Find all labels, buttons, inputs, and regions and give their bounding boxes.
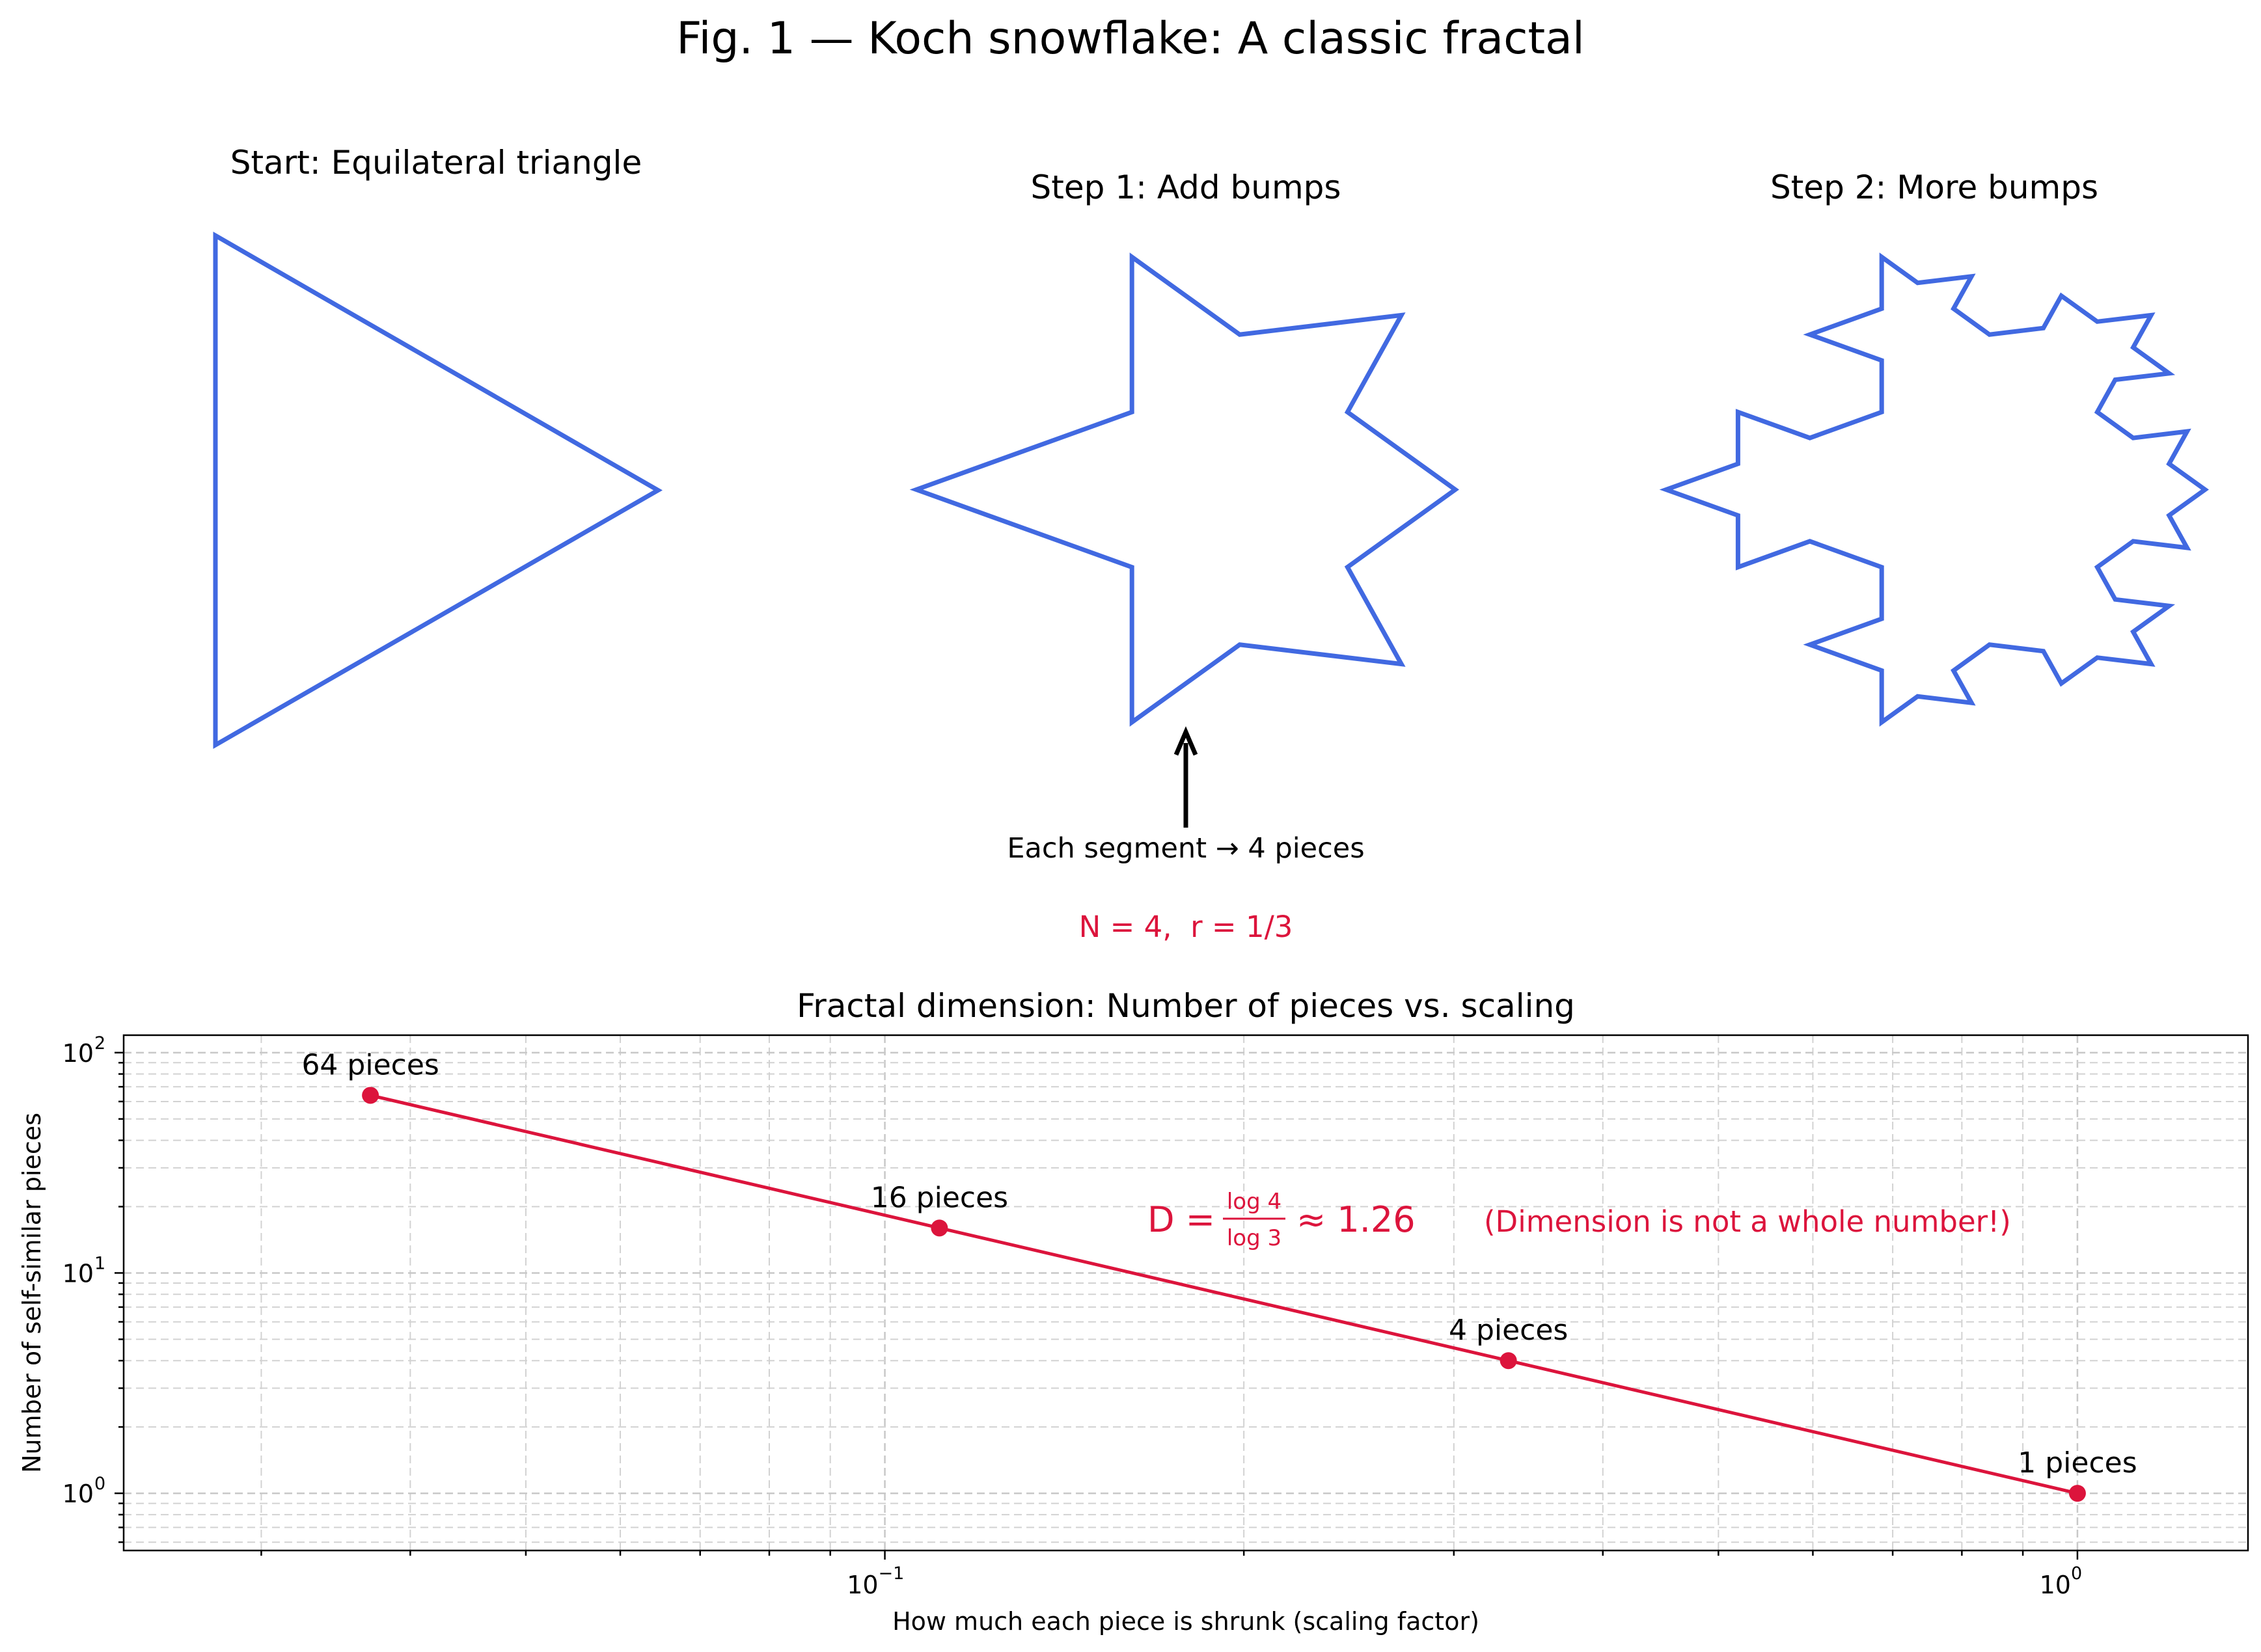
formula-rhs: ≈ 1.26: [1296, 1199, 1416, 1240]
koch-step1-star: [909, 252, 1459, 727]
y-tick-label-base: 10: [62, 1039, 94, 1068]
panel-title-start: Start: Equilateral triangle: [230, 144, 642, 182]
koch-triangle: [213, 231, 663, 750]
panel-title-step1: Step 1: Add bumps: [1031, 169, 1341, 206]
koch-step2-snowflake: [1659, 252, 2209, 727]
data-point: [1500, 1352, 1517, 1370]
x-tick-label-exponent: 0: [2071, 1564, 2082, 1584]
data-point: [2068, 1485, 2086, 1502]
x-tick-label-exponent: −1: [879, 1564, 905, 1584]
series-points: [362, 1087, 2086, 1502]
dimension-formula: D = log 4 log 3 ≈ 1.26: [1147, 1189, 1416, 1251]
y-tick-label-base: 10: [62, 1480, 94, 1508]
x-tick-label-base: 10: [847, 1571, 878, 1599]
x-axis-label: How much each piece is shrunk (scaling f…: [892, 1607, 1479, 1636]
y-tick-label-exponent: 2: [94, 1033, 105, 1053]
series-line: [370, 1093, 2078, 1495]
data-label: 16 pieces: [871, 1181, 1008, 1214]
plot-frame: [122, 1034, 2249, 1552]
y-tick-label-exponent: 1: [94, 1253, 105, 1273]
dimension-note: (Dimension is not a whole number!): [1484, 1204, 2011, 1239]
data-label: 4 pieces: [1449, 1314, 1568, 1347]
y-tick-label-base: 10: [62, 1259, 94, 1288]
data-point: [931, 1219, 948, 1237]
formula-denominator: log 3: [1227, 1225, 1281, 1251]
formula-lhs: D =: [1147, 1199, 1215, 1240]
arrow-note: Each segment → 4 pieces: [1007, 832, 1364, 865]
x-tick-label-base: 10: [2040, 1571, 2071, 1599]
data-labels: 64 pieces 16 pieces 4 pieces 1 pieces: [301, 1048, 2137, 1480]
y-tick-label-exponent: 0: [94, 1474, 105, 1494]
panel-title-step2: Step 2: More bumps: [1770, 169, 2098, 206]
data-label: 1 pieces: [2018, 1446, 2137, 1480]
y-axis-label: Number of self-similar pieces: [18, 1113, 46, 1473]
data-label: 64 pieces: [301, 1048, 439, 1081]
formula-numerator: log 4: [1227, 1189, 1281, 1215]
arrow-annotation: [1173, 726, 1198, 828]
figure-title: Fig. 1 — Koch snowflake: A classic fract…: [676, 13, 1584, 64]
data-point: [362, 1087, 379, 1104]
params-note: N = 4, r = 1/3: [1079, 910, 1293, 944]
chart-title: Fractal dimension: Number of pieces vs. …: [797, 987, 1575, 1025]
chart-ticks: 10 −1 10 010 010 110 2: [62, 1033, 2082, 1599]
arrow-head: [1173, 726, 1198, 756]
